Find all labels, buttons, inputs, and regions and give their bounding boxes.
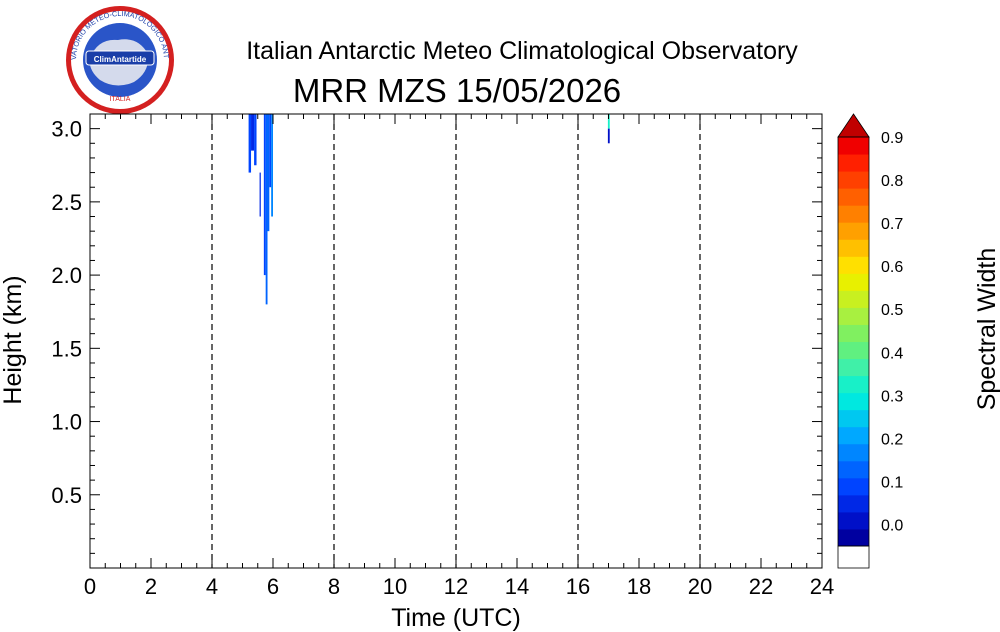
colorbar-bin	[838, 239, 869, 257]
x-axis-label: Time (UTC)	[391, 604, 521, 632]
colorbar-bin	[838, 137, 869, 155]
colorbar-bin	[838, 392, 869, 411]
colorbar-tick-label: 0.4	[881, 345, 903, 362]
climantartide-logo: ClimAntartide OSSERVATORIO METEO-CLIMATO…	[0, 0, 174, 114]
x-tick-label: 24	[810, 574, 834, 599]
colorbar-tick-label: 0.7	[881, 216, 903, 233]
colorbar-bin	[838, 171, 869, 189]
x-tick-label: 16	[566, 574, 590, 599]
colorbar-bin	[838, 426, 869, 445]
x-tick-label: 10	[383, 574, 407, 599]
data-cell	[271, 114, 273, 217]
colorbar-under	[837, 545, 870, 569]
colorbar-over-arrow	[837, 113, 870, 138]
data-cell	[254, 114, 257, 166]
data-cell	[248, 114, 252, 173]
colorbar-bin	[838, 358, 869, 377]
logo-center-text: ClimAntartide	[94, 55, 147, 64]
colorbar-bin	[838, 273, 869, 291]
data-cells	[248, 114, 610, 305]
colorbar-tick-label: 0.8	[881, 173, 903, 190]
x-tick-label: 18	[627, 574, 651, 599]
colorbar-tick-label: 0.1	[881, 474, 903, 491]
x-tick-label: 4	[206, 574, 218, 599]
x-tick-label: 0	[84, 574, 96, 599]
y-tick-label: 1.0	[51, 410, 82, 435]
data-cell	[259, 172, 261, 217]
data-cell	[265, 114, 268, 305]
y-tick-label: 0.5	[51, 483, 82, 508]
data-cell	[263, 114, 266, 276]
colorbar-bin	[838, 307, 869, 325]
data-cell	[251, 114, 255, 151]
colorbar-bin	[838, 222, 869, 240]
logo-bottom-text: ITALIA	[110, 96, 131, 103]
colorbar-bin	[838, 341, 869, 360]
colorbar-bin	[838, 477, 869, 496]
dashed-time-lines	[211, 114, 701, 568]
page-subtitle: MRR MZS 15/05/2026	[293, 72, 621, 109]
colorbar-bin	[838, 511, 869, 530]
colorbar-tick-label: 0.5	[881, 302, 903, 319]
colorbar-label: Spectral Width	[973, 248, 1000, 411]
y-tick-label: 2.5	[51, 190, 82, 215]
y-tick-label: 2.0	[51, 263, 82, 288]
colorbar-tick-label: 0.6	[881, 259, 903, 276]
colorbar-bin	[838, 494, 869, 513]
x-tick-label: 20	[688, 574, 712, 599]
colorbar-bin	[838, 205, 869, 223]
y-tick-label: 3.0	[51, 117, 82, 142]
colorbar: 0.0 0.1 0.2 0.3 0.4 0.5 0.6 0.7 0.8 0.9	[837, 113, 903, 569]
data-cell	[607, 128, 610, 144]
colorbar-frame	[837, 136, 870, 547]
colorbar-bin	[838, 375, 869, 394]
plot-area: 0 2 4 6 8 10 12 14 16 18 20 22 24 0.51.01.52.02.53.0	[51, 113, 834, 599]
colorbar-tick-label: 0.3	[881, 388, 903, 405]
colorbar-ticks: 0.0 0.1 0.2 0.3 0.4 0.5 0.6 0.7 0.8 0.9	[881, 130, 903, 534]
colorbar-tick-label: 0.2	[881, 431, 903, 448]
x-tick-label: 6	[267, 574, 279, 599]
colorbar-bin	[838, 443, 869, 462]
x-axis-ticks: 0 2 4 6 8 10 12 14 16 18 20 22 24	[84, 114, 834, 599]
colorbar-bin	[838, 528, 869, 547]
data-cell	[607, 114, 610, 129]
y-tick-label: 1.5	[51, 336, 82, 361]
x-tick-label: 2	[145, 574, 157, 599]
x-tick-label: 8	[328, 574, 340, 599]
colorbar-tick-label: 0.9	[881, 130, 903, 147]
x-tick-label: 22	[749, 574, 773, 599]
colorbar-bin	[838, 324, 869, 342]
colorbar-bin	[838, 188, 869, 206]
colorbar-bins	[837, 113, 870, 569]
page-title: Italian Antarctic Meteo Climatological O…	[246, 37, 798, 65]
x-tick-label: 14	[505, 574, 529, 599]
x-tick-label: 12	[444, 574, 468, 599]
colorbar-tick-label: 0.0	[881, 517, 903, 534]
colorbar-bin	[838, 290, 869, 308]
data-cell	[267, 114, 270, 232]
colorbar-bin	[838, 460, 869, 479]
y-axis-label: Height (km)	[0, 275, 27, 404]
colorbar-bin	[838, 256, 869, 274]
colorbar-bin	[838, 154, 869, 172]
colorbar-bin	[838, 409, 869, 428]
y-axis-ticks: 0.5 1.0 1.5 2.0 2.5 3.0	[51, 117, 822, 554]
data-cell	[269, 114, 272, 188]
